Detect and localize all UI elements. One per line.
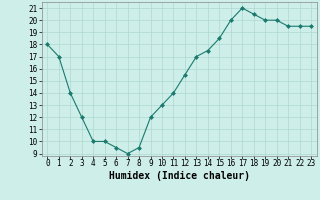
X-axis label: Humidex (Indice chaleur): Humidex (Indice chaleur): [109, 171, 250, 181]
